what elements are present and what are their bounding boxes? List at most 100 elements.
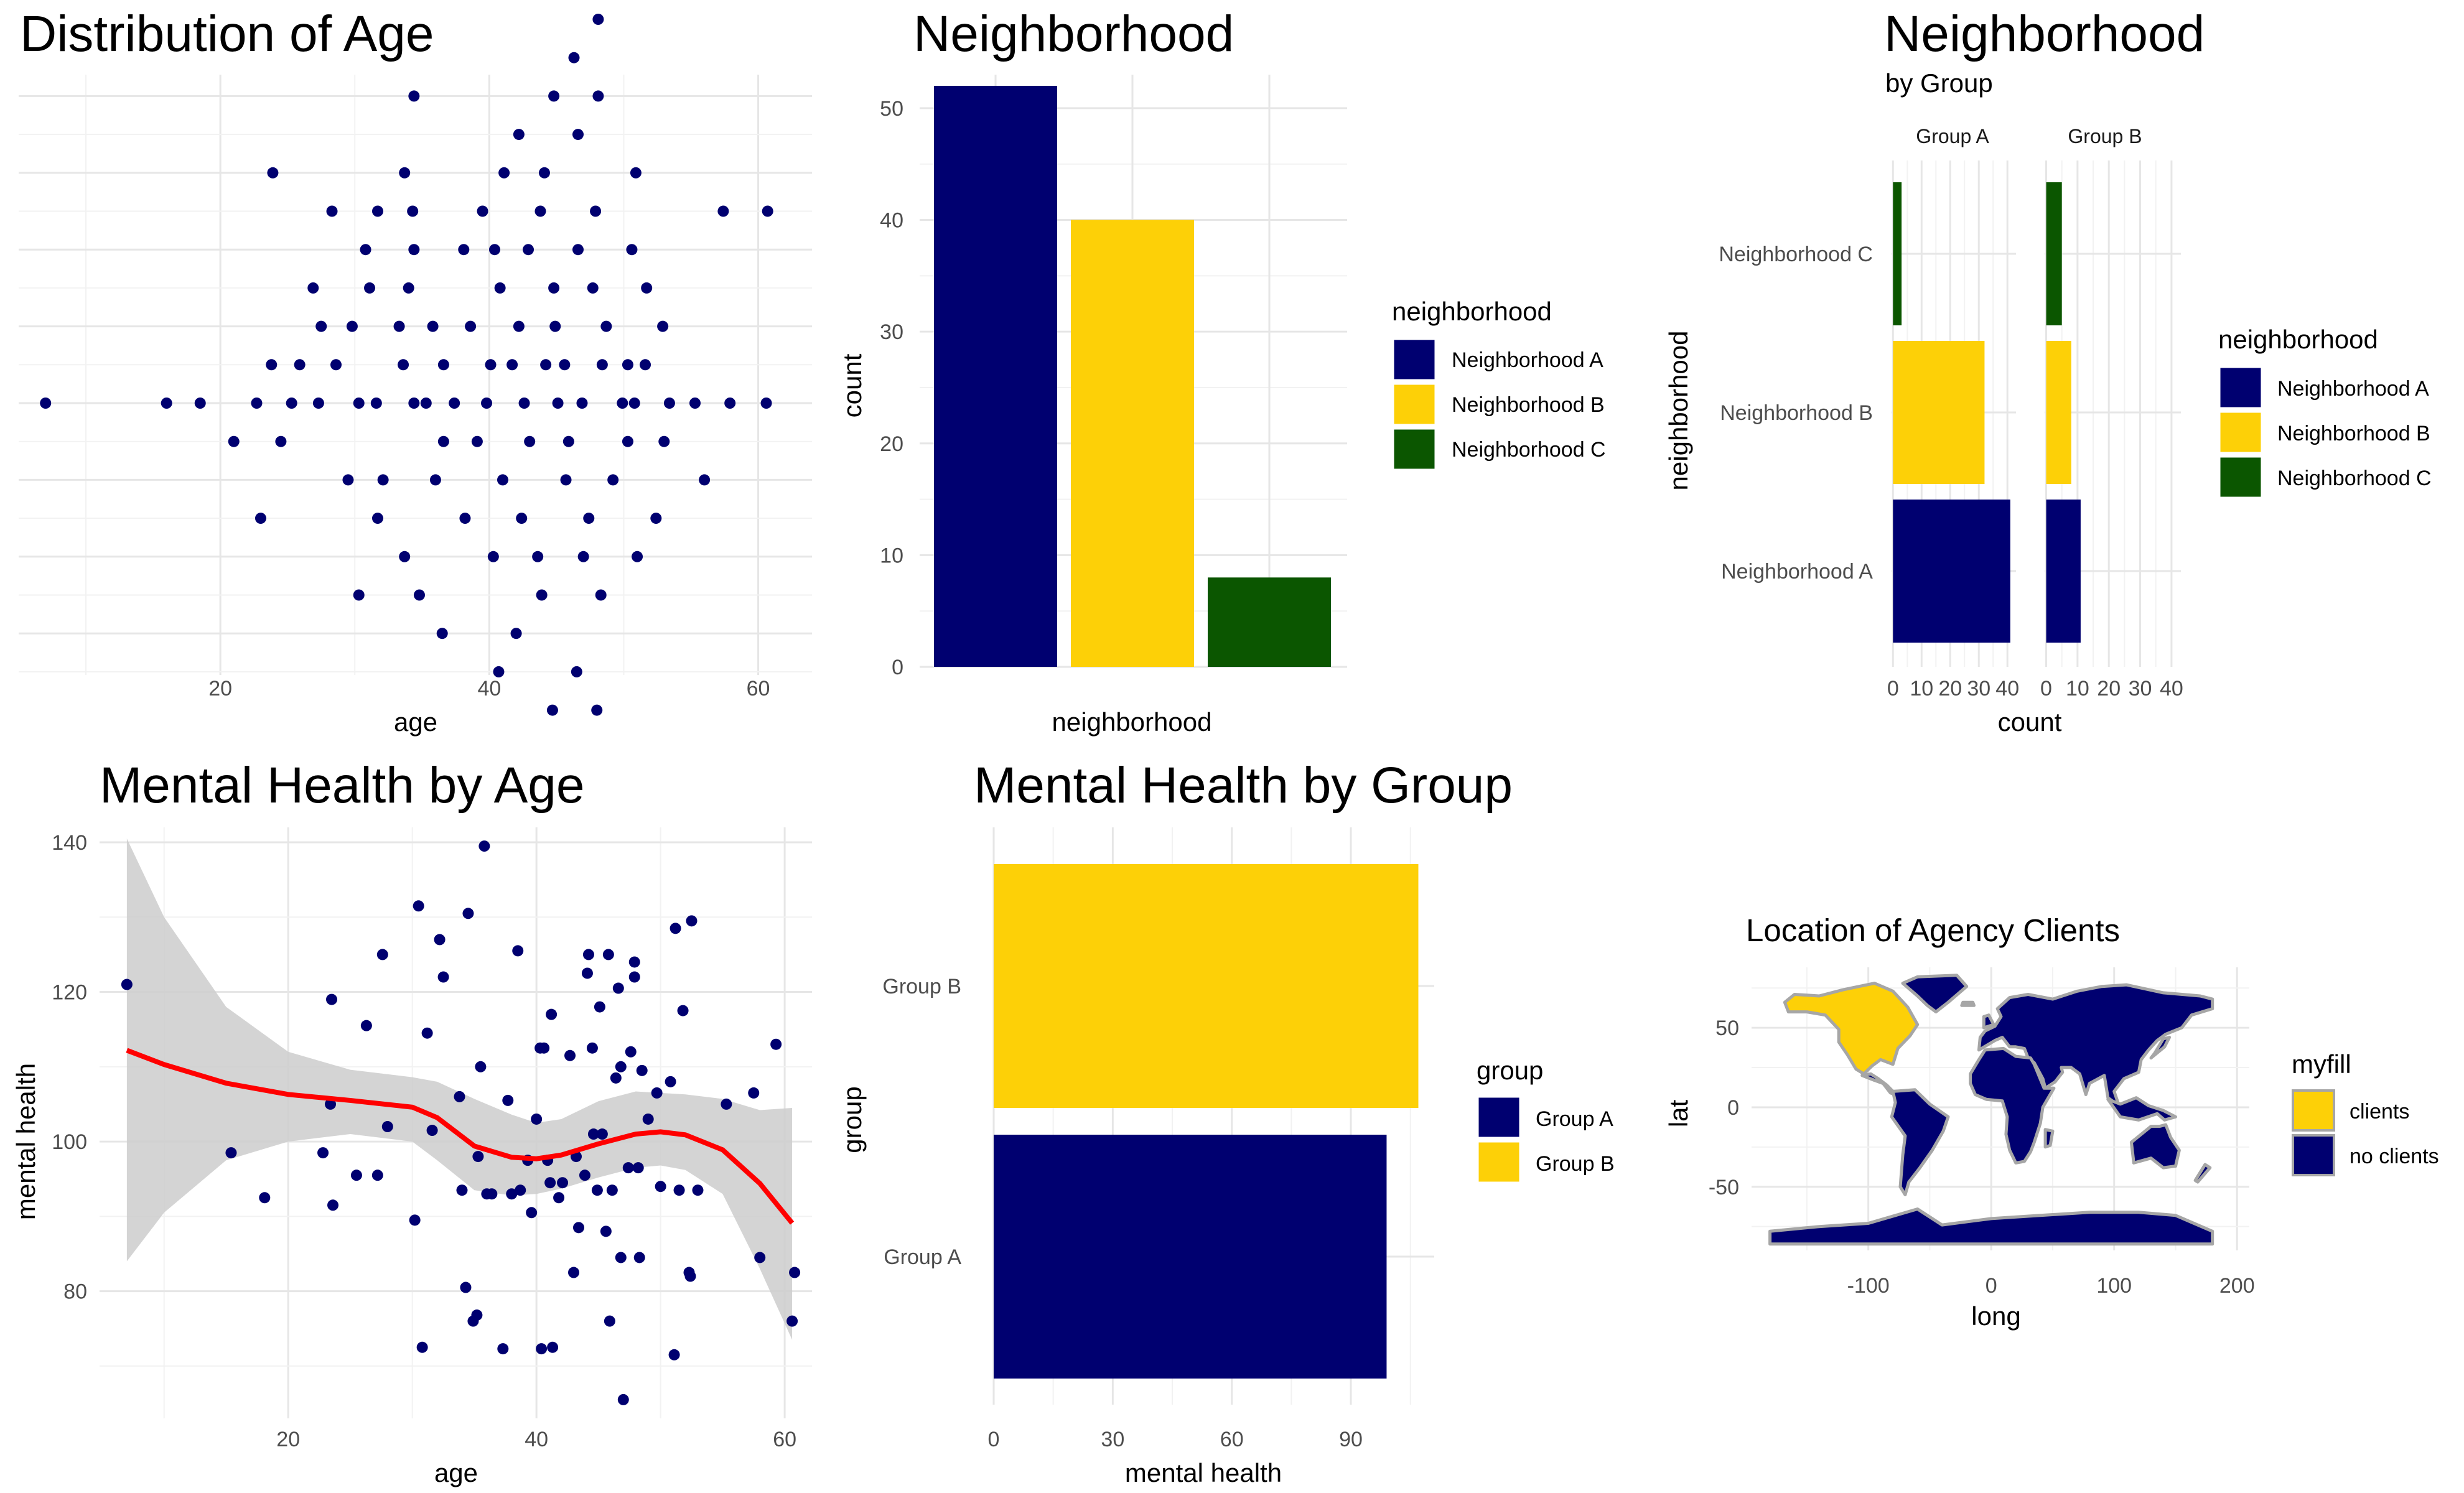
panel3-bar bbox=[1893, 341, 1985, 484]
panel1-point bbox=[326, 205, 338, 217]
panel1-point bbox=[607, 474, 619, 486]
panel1-point bbox=[353, 589, 365, 601]
panel6-legend-label-clients: clients bbox=[2350, 1100, 2409, 1123]
panel6-legend-key-clients bbox=[2292, 1089, 2335, 1132]
panel6-y-axis-title: lat bbox=[1664, 1099, 1693, 1127]
panel2-legend-title: neighborhood bbox=[1392, 297, 1552, 326]
panel4-point bbox=[546, 1008, 558, 1020]
panel3-legend-label-c: Neighborhood C bbox=[2277, 467, 2432, 490]
panel6-land-new-zealand bbox=[2193, 1163, 2212, 1184]
panel1-point bbox=[583, 513, 595, 524]
panel1-point bbox=[600, 320, 612, 332]
panel5-x-tick: 0 bbox=[988, 1428, 1000, 1451]
panel1-point bbox=[364, 282, 376, 294]
panel6-x-tick: -100 bbox=[1847, 1274, 1890, 1298]
panel1-point bbox=[576, 398, 588, 409]
panel4-point bbox=[684, 1270, 696, 1282]
panel4-point bbox=[692, 1184, 704, 1196]
panel1-point bbox=[762, 205, 773, 217]
panel4-point bbox=[581, 967, 593, 979]
panel1-point bbox=[40, 398, 52, 409]
panel4-point bbox=[591, 1184, 603, 1196]
panel1-point bbox=[536, 589, 548, 601]
panel4-point bbox=[478, 840, 490, 852]
panel1-point bbox=[471, 435, 483, 447]
panel4-point bbox=[748, 1087, 760, 1099]
panel1-x-ticks: 20 40 60 bbox=[208, 677, 770, 700]
panel1-point bbox=[559, 359, 571, 371]
panel1-point bbox=[699, 474, 711, 486]
panel2-legend-label-a: Neighborhood A bbox=[1452, 348, 1603, 372]
panel1-point bbox=[518, 398, 530, 409]
panel4-point bbox=[325, 1098, 337, 1110]
panel1-point bbox=[546, 704, 558, 716]
panel4-point bbox=[636, 1064, 648, 1076]
panel4-point bbox=[568, 1267, 580, 1278]
panel-age-distribution: Distribution of Age 20 40 60 age bbox=[19, 6, 812, 737]
panel1-point bbox=[532, 551, 544, 562]
panel6-land-antarctica bbox=[1768, 1207, 2214, 1246]
panel3-legend: neighborhood Neighborhood A Neighborhood… bbox=[2218, 325, 2432, 499]
panel3-x-tick: 20 bbox=[1938, 677, 1962, 700]
panel4-point bbox=[604, 1315, 615, 1327]
panel1-x-tick: 60 bbox=[747, 677, 770, 700]
panel1-point bbox=[516, 513, 528, 524]
panel3-bar bbox=[1893, 182, 1902, 325]
panel1-point bbox=[595, 589, 607, 601]
panel5-bars bbox=[994, 864, 1419, 1379]
panel1-point bbox=[449, 398, 460, 409]
panel1-point bbox=[591, 704, 603, 716]
panel1-point bbox=[346, 320, 358, 332]
panel4-point bbox=[416, 1341, 428, 1353]
panel4-point bbox=[665, 1076, 676, 1087]
panel5-ticks: 0 30 60 90 Group A Group B bbox=[882, 975, 1363, 1451]
panel4-smooth-line bbox=[126, 1048, 795, 1225]
panel1-point bbox=[267, 167, 279, 179]
panel2-legend-label-c: Neighborhood C bbox=[1452, 438, 1606, 462]
panel6-land-greenland bbox=[1901, 974, 1969, 1014]
panel1-point bbox=[266, 359, 278, 371]
panel4-ticks: 20 40 60 80 100 120 140 bbox=[52, 831, 796, 1451]
panel4-point bbox=[553, 1192, 565, 1204]
panel1-point bbox=[657, 320, 669, 332]
panel4-point bbox=[673, 1184, 685, 1196]
panel5-y-tick: Group A bbox=[884, 1245, 961, 1269]
panel5-title: Mental Health by Group bbox=[974, 757, 1513, 814]
panel1-point bbox=[437, 435, 449, 447]
panel4-point bbox=[557, 1177, 569, 1189]
panel1-point bbox=[251, 398, 263, 409]
panel5-y-axis-title: group bbox=[838, 1086, 867, 1153]
panel4-point bbox=[651, 1087, 663, 1099]
panel1-point bbox=[641, 282, 653, 294]
panel1-point bbox=[506, 359, 518, 371]
panel4-y-tick: 80 bbox=[63, 1280, 87, 1304]
panel3-x-tick: 10 bbox=[2066, 677, 2089, 700]
panel3-x-tick: 0 bbox=[1887, 677, 1899, 700]
panel1-point bbox=[459, 513, 471, 524]
panel4-point bbox=[600, 1226, 612, 1237]
panel4-point bbox=[642, 1113, 654, 1125]
panel1-point bbox=[513, 129, 525, 141]
panel4-y-tick: 140 bbox=[52, 831, 87, 855]
panel1-point bbox=[650, 513, 662, 524]
panel1-point bbox=[312, 398, 324, 409]
panel6-landmasses bbox=[1768, 974, 2214, 1246]
panel5-y-tick: Group B bbox=[882, 975, 961, 998]
panel5-legend-key-a bbox=[1477, 1095, 1521, 1139]
panel1-point bbox=[592, 14, 604, 25]
panel1-point bbox=[689, 398, 701, 409]
panel1-point bbox=[596, 359, 608, 371]
panel6-land-japan bbox=[2149, 1036, 2172, 1060]
panel4-point bbox=[434, 934, 446, 946]
panel3-y-tick: Neighborhood C bbox=[1719, 243, 1873, 266]
panel2-legend-key-a bbox=[1392, 338, 1437, 381]
panel1-point bbox=[377, 474, 389, 486]
panel6-land-iceland bbox=[1960, 1000, 1976, 1007]
panel5-bar bbox=[994, 1135, 1387, 1379]
panel6-legend-title: myfill bbox=[2292, 1049, 2351, 1079]
panel5-legend-label-b: Group B bbox=[1536, 1152, 1615, 1176]
panel5-bar bbox=[994, 864, 1419, 1108]
panel1-point bbox=[523, 244, 534, 256]
panel1-point bbox=[587, 282, 599, 294]
panel1-point bbox=[228, 435, 240, 447]
